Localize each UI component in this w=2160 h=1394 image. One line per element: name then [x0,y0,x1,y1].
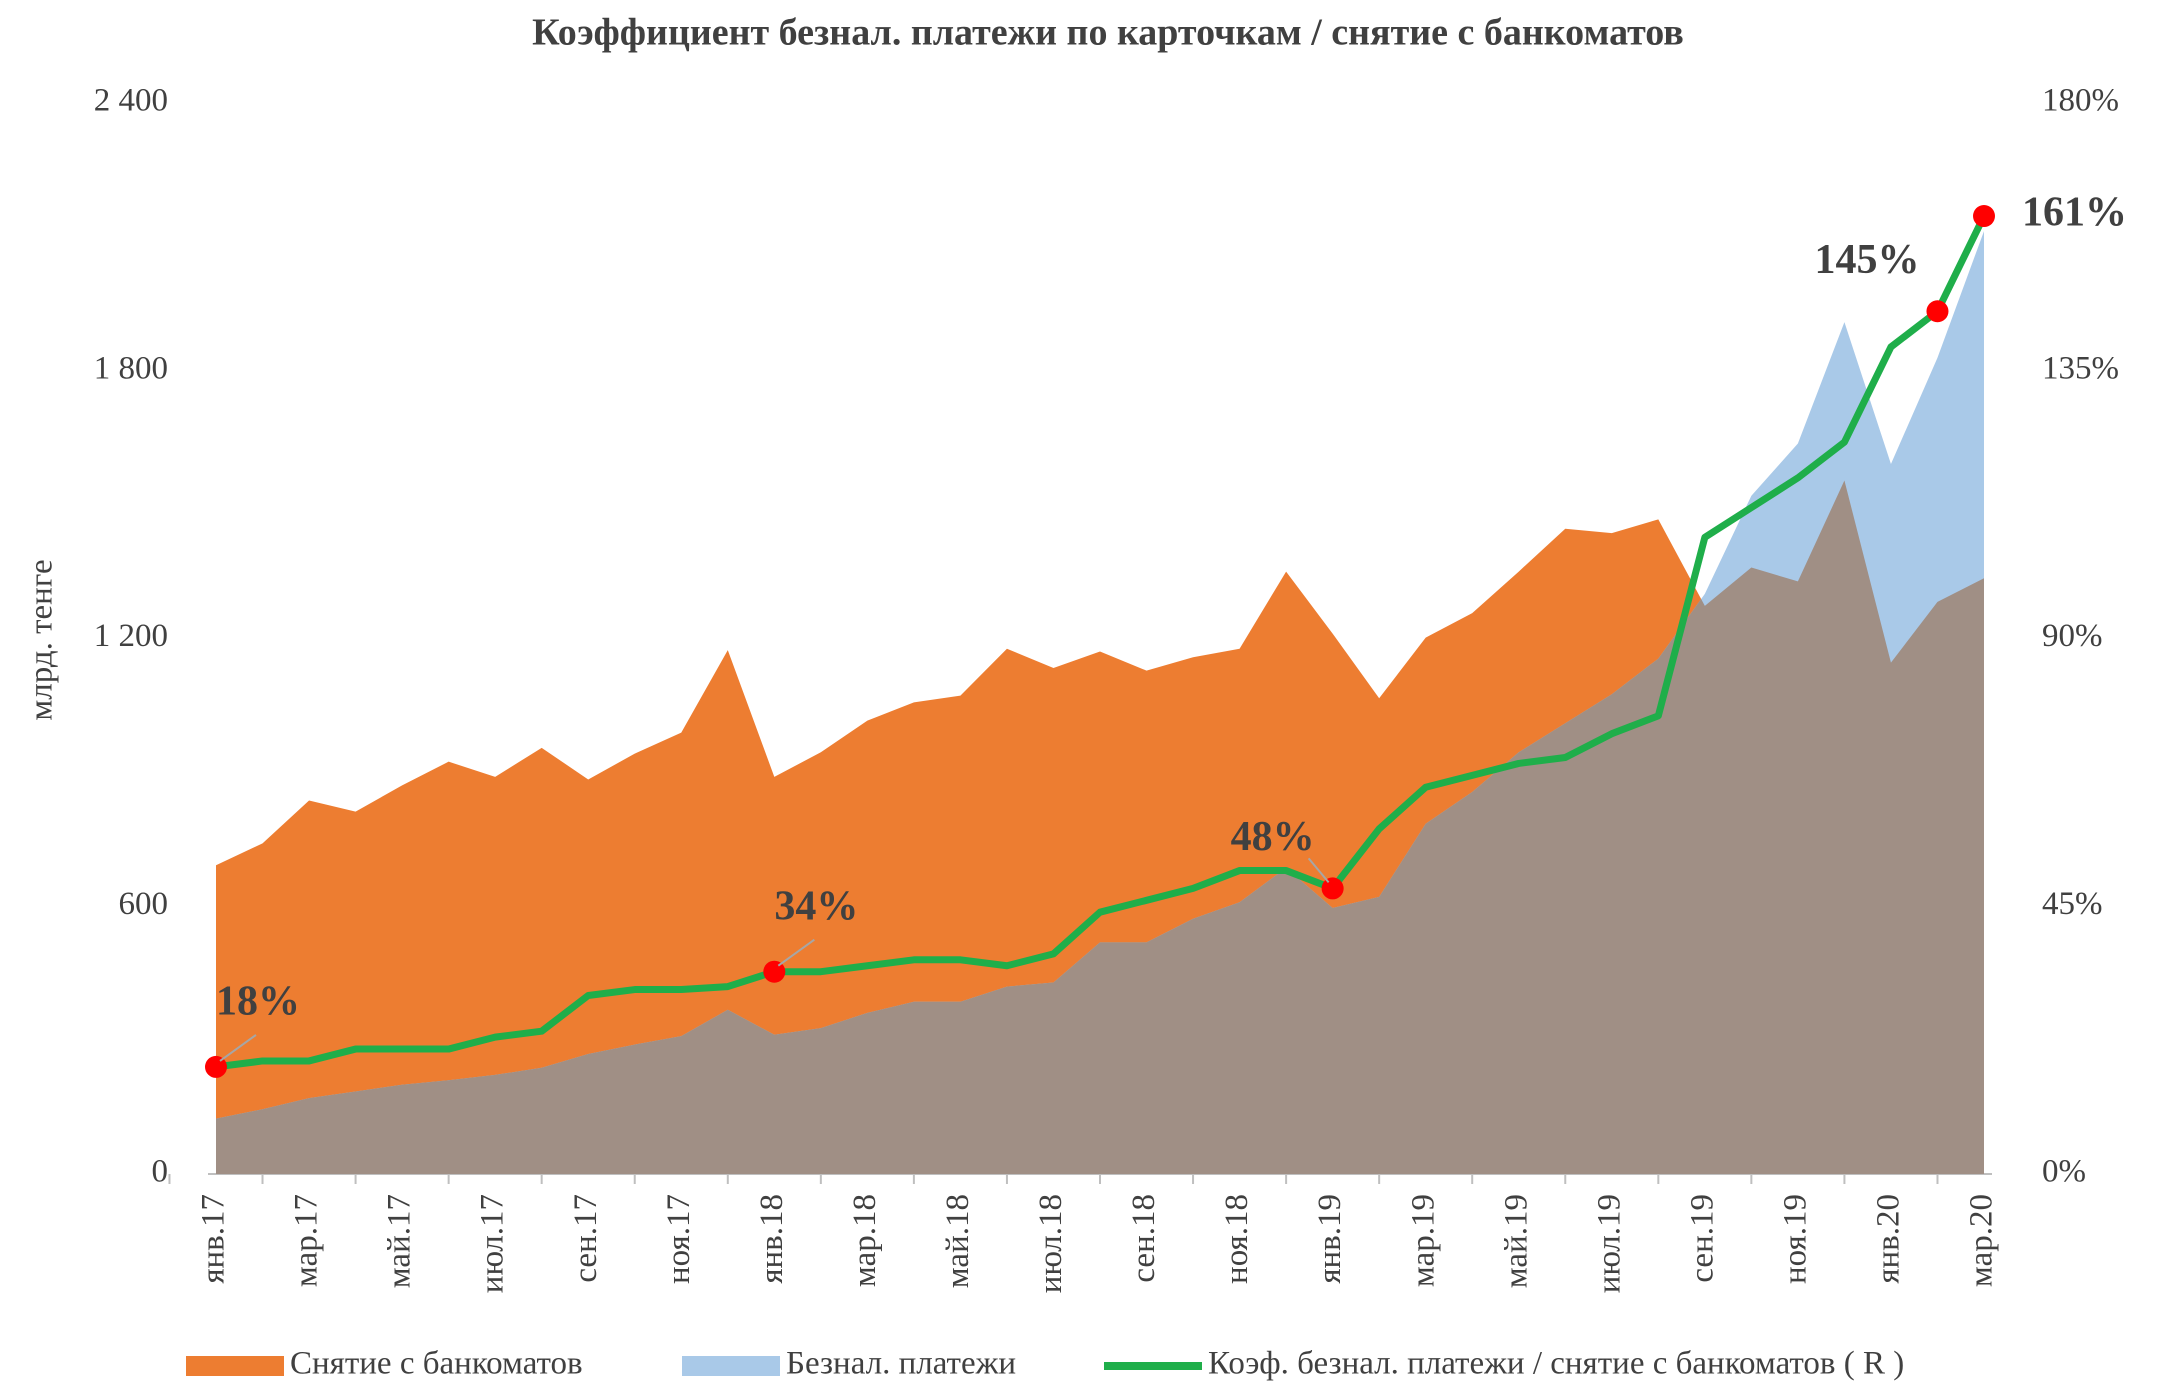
y2-tick-label: 90% [2042,618,2103,654]
y2-tick-label: 135% [2042,350,2119,386]
x-tick-label: сен.17 [568,1194,604,1283]
x-tick-label: ноя.19 [1777,1194,1813,1284]
y-tick-label: 600 [119,886,169,922]
y2-tick-label: 180% [2042,83,2119,119]
x-tick-label: ноя.18 [1219,1194,1255,1284]
x-tick-label: мар.20 [1964,1194,2000,1287]
line [215,214,1988,1071]
x-tick-label: май.17 [382,1194,418,1288]
area-overlap [216,480,1984,1174]
value-label: 34% [774,883,858,929]
x-tick-label: янв.18 [754,1194,790,1284]
value-label: 145% [1814,237,1919,283]
x-tick-label: мар.19 [1405,1194,1441,1287]
x-tick-label: июл.17 [475,1194,511,1293]
x-tick-label: июл.19 [1591,1194,1627,1293]
x-tick-label: май.18 [940,1194,976,1288]
x-tick-label: ноя.17 [661,1194,697,1284]
legend-label: Снятие с банкоматов [290,1346,583,1382]
point-marker [1973,205,1995,228]
x-tick-label: сен.18 [1126,1194,1162,1283]
y2-tick-label: 0% [2042,1154,2086,1190]
value-label: 161% [2022,190,2127,236]
value-label: 18% [216,979,300,1025]
point-marker [1321,877,1344,900]
x-tick-label: сен.19 [1684,1194,1720,1283]
legend-swatch [682,1356,780,1376]
x-tick-label: янв.20 [1871,1194,1907,1284]
x-tick-label: мар.18 [847,1194,883,1287]
y-tick-label: 2 400 [94,83,168,119]
leader-line [1307,857,1330,884]
legend-swatch [186,1356,284,1376]
y-tick-label: 1 200 [94,618,168,654]
value-label: 48% [1231,814,1315,860]
legend-label: Безнал. платежи [786,1346,1016,1382]
x-tick-label: янв.17 [196,1194,232,1284]
leader-line [777,938,815,967]
point-marker [1926,300,1949,323]
chart-title: Коэффициент безнал. платежи по карточкам… [532,12,1684,54]
y2-tick-label: 45% [2042,886,2103,922]
point-marker [763,960,786,983]
y-axis-label: млрд. тенге [24,559,60,720]
y-tick-label: 1 800 [94,350,168,386]
x-tick-label: мар.17 [289,1194,325,1287]
leader-line [219,1034,257,1062]
legend-label: Коэф. безнал. платежи / снятие с банкома… [1208,1346,1904,1382]
y-tick-label: 0 [152,1154,169,1190]
point-marker [205,1055,227,1078]
x-tick-label: май.19 [1498,1194,1534,1288]
x-tick-label: июл.18 [1033,1194,1069,1293]
x-tick-label: янв.19 [1312,1194,1348,1284]
